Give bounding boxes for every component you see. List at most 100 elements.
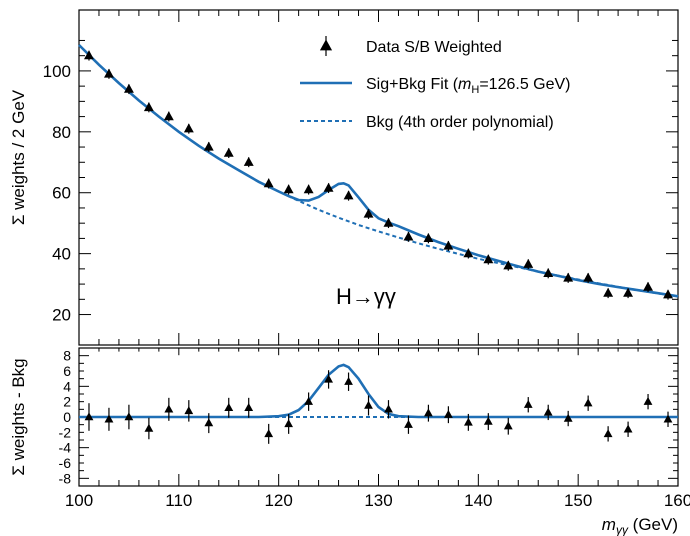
data-point xyxy=(124,83,134,93)
residual-point xyxy=(643,396,653,405)
x-tick-label: 160 xyxy=(664,491,690,510)
residual-point xyxy=(244,403,254,411)
y-tick-label: 4 xyxy=(63,378,71,394)
residual-point xyxy=(124,412,134,421)
data-point xyxy=(443,240,454,250)
residual-point xyxy=(364,400,373,409)
legend: Data S/B Weighted Sig+Bkg Fit (mH=126.5 G… xyxy=(300,36,571,131)
residual-point xyxy=(84,412,94,421)
data-point xyxy=(423,233,434,242)
x-axis-label-symbol: m xyxy=(602,515,616,534)
x-axis-label: mγγ (GeV) xyxy=(602,515,678,536)
data-point xyxy=(383,217,394,227)
y-tick-label: 0 xyxy=(63,409,71,425)
channel-annotation: H→γγ xyxy=(336,284,396,309)
residual-point xyxy=(264,429,274,438)
bottom-panel: 100 110 120 130 140 150 160 -8 -4 0 4 8 -6 -2 2 6 Σ weig… xyxy=(9,347,690,536)
data-point xyxy=(203,141,214,151)
residual-point xyxy=(184,406,194,415)
data-point xyxy=(104,68,114,78)
residual-point xyxy=(344,376,353,385)
legend-bkg-label: Bkg (4th order polynomial) xyxy=(366,114,554,131)
x-tick-label: 100 xyxy=(65,491,93,510)
residual-point xyxy=(404,419,413,428)
x-tick-label: 120 xyxy=(264,491,292,510)
residual-point xyxy=(603,429,613,438)
data-point xyxy=(303,184,314,194)
y-tick-label: -4 xyxy=(59,440,72,456)
residual-point xyxy=(104,414,114,423)
residual-point xyxy=(523,399,533,408)
y-axis-label: Σ weights - Bkg xyxy=(9,358,28,475)
data-point xyxy=(323,182,334,192)
residual-point xyxy=(224,403,234,411)
top-panel: 20 40 60 80 100 Σ weights / 2 GeV H→γγ xyxy=(9,9,679,346)
y-tick-label: -6 xyxy=(59,455,72,471)
y-tick-label: -2 xyxy=(59,424,72,440)
data-point xyxy=(243,156,254,166)
residual-point xyxy=(663,414,673,423)
x-axis-label-subscript: γγ xyxy=(616,523,629,536)
sig-bkg-fit-curve xyxy=(78,44,679,298)
x-tick-label: 150 xyxy=(564,491,592,510)
residual-point xyxy=(384,404,393,413)
residual-point xyxy=(543,407,553,416)
legend-fit-mass-subscript: H xyxy=(471,84,479,96)
x-tick-label: 130 xyxy=(364,491,392,510)
y-tick-label: 60 xyxy=(52,184,71,203)
data-point xyxy=(583,272,594,282)
data-point xyxy=(403,231,414,241)
y-tick-label: 8 xyxy=(63,348,71,364)
data-point xyxy=(603,287,614,297)
data-point xyxy=(563,272,574,282)
data-point xyxy=(263,178,274,188)
y-tick-label: 80 xyxy=(52,123,71,142)
data-point xyxy=(623,287,633,297)
residual-point xyxy=(464,417,473,426)
data-point xyxy=(223,147,234,157)
residual-point xyxy=(284,419,293,428)
residual-point xyxy=(583,398,593,407)
legend-fit-mass-value: =126.5 GeV) xyxy=(479,76,570,93)
data-point xyxy=(343,190,354,200)
residual-point xyxy=(324,374,333,383)
data-point xyxy=(463,248,474,258)
data-point xyxy=(163,111,174,121)
residual-point xyxy=(204,418,214,427)
residual-point xyxy=(503,421,513,430)
y-tick-label: 100 xyxy=(43,62,71,81)
data-point xyxy=(663,289,673,299)
x-tick-label: 110 xyxy=(165,491,192,510)
y-tick-label: 6 xyxy=(63,363,71,379)
x-tick-label: 140 xyxy=(464,491,492,510)
data-point xyxy=(543,268,554,277)
signal-residual-curve xyxy=(79,363,678,419)
y-tick-label: 20 xyxy=(52,306,71,325)
residual-point xyxy=(164,404,174,413)
residual-point xyxy=(304,396,313,405)
legend-fit-label: Sig+Bkg Fit (mH=126.5 GeV) xyxy=(366,76,571,96)
data-point xyxy=(143,102,154,112)
residual-point xyxy=(623,424,633,433)
y-tick-label: 40 xyxy=(52,245,71,264)
residual-point xyxy=(144,423,154,432)
data-point xyxy=(363,208,374,218)
data-point xyxy=(183,123,194,133)
legend-fit-paren: ( xyxy=(448,76,458,93)
data-point xyxy=(483,254,494,264)
legend-fit-prefix: Sig+Bkg Fit xyxy=(366,76,449,93)
legend-data-marker xyxy=(319,39,333,51)
data-point xyxy=(523,258,534,268)
data-point xyxy=(643,281,653,291)
legend-fit-mass-symbol: m xyxy=(458,76,471,93)
data-point xyxy=(84,50,94,60)
legend-data-label: Data S/B Weighted xyxy=(366,39,502,56)
data-point xyxy=(503,260,514,270)
residual-point xyxy=(444,409,453,418)
y-tick-label: -8 xyxy=(59,470,72,486)
y-tick-label: 2 xyxy=(63,394,71,410)
x-axis-label-unit: (GeV) xyxy=(628,515,678,534)
residual-point xyxy=(563,413,573,422)
residual-point xyxy=(424,408,433,417)
